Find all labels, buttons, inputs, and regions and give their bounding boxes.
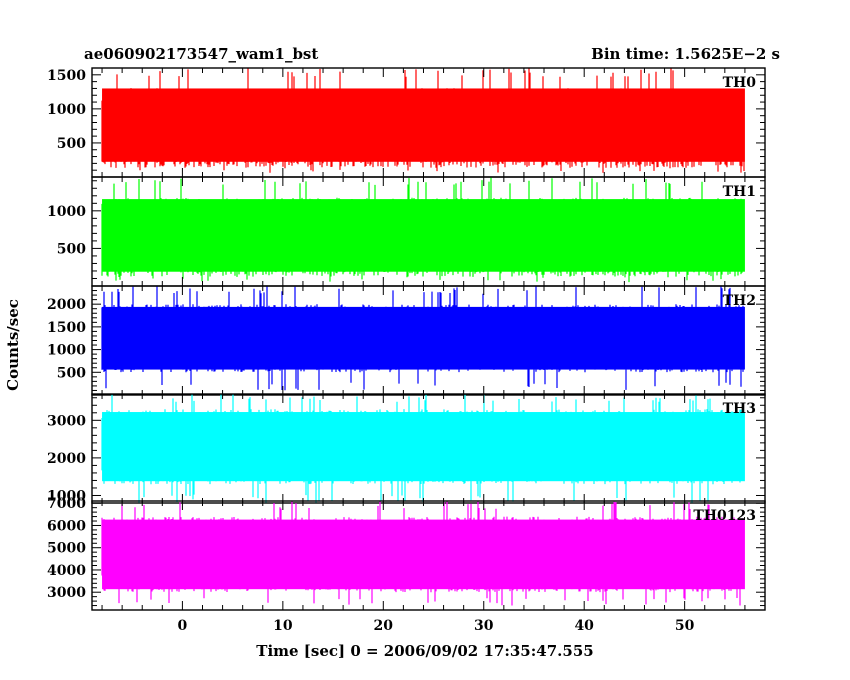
y-tick-label: 3000 [47, 413, 86, 429]
y-tick-label: 5000 [47, 541, 86, 557]
title-left: ae060902173547_wam1_bst [84, 45, 318, 63]
y-tick-label: 1000 [47, 343, 86, 359]
y-tick-label: 1000 [47, 204, 86, 220]
x-tick-label: 0 [178, 618, 188, 634]
x-tick-label: 50 [675, 618, 695, 634]
y-tick-label: 4000 [47, 563, 86, 579]
series-name-th2: TH2 [723, 293, 756, 309]
series-name-th1: TH1 [723, 184, 756, 200]
title-right: Bin time: 1.5625E−2 s [591, 45, 780, 63]
panel-th0123: 3000 4000 5000 6000 7000 TH0123 0 10 20 30 40 50 [47, 496, 766, 634]
y-tick-label: 2000 [47, 297, 86, 313]
x-tick-label: 30 [474, 618, 494, 634]
y-tick-label: 3000 [47, 585, 86, 601]
y-tick-label: 6000 [47, 518, 86, 534]
y-tick-label: 500 [57, 241, 86, 257]
y-tick-label: 2000 [47, 451, 86, 467]
series-name-th3: TH3 [723, 401, 756, 417]
y-tick-label: 1500 [47, 68, 86, 84]
panel-th1: 500 1000 TH1 [47, 176, 766, 287]
y-tick-label: 500 [57, 136, 86, 152]
panel-th0: 500 1000 1500 TH0 [47, 67, 766, 178]
series-name-th0: TH0 [723, 75, 757, 91]
y-tick-label: 1500 [47, 320, 86, 336]
x-axis-label: Time [sec] 0 = 2006/09/02 17:35:47.555 [256, 642, 593, 660]
panel-th3: 1000 2000 3000 TH3 [47, 393, 766, 504]
series-name-th0123: TH0123 [693, 508, 756, 524]
y-tick-label: 500 [57, 365, 86, 381]
x-tick-label: 20 [374, 618, 394, 634]
y-tick-label: 7000 [47, 496, 86, 512]
y-tick-label: 1000 [47, 102, 86, 118]
x-tick-label: 40 [574, 618, 594, 634]
x-tick-label: 10 [273, 618, 293, 634]
y-axis-label: Counts/sec [4, 299, 22, 391]
y-tick-label: 1000 [47, 488, 86, 504]
panel-th2: 500 1000 1500 2000 TH2 [47, 285, 766, 396]
